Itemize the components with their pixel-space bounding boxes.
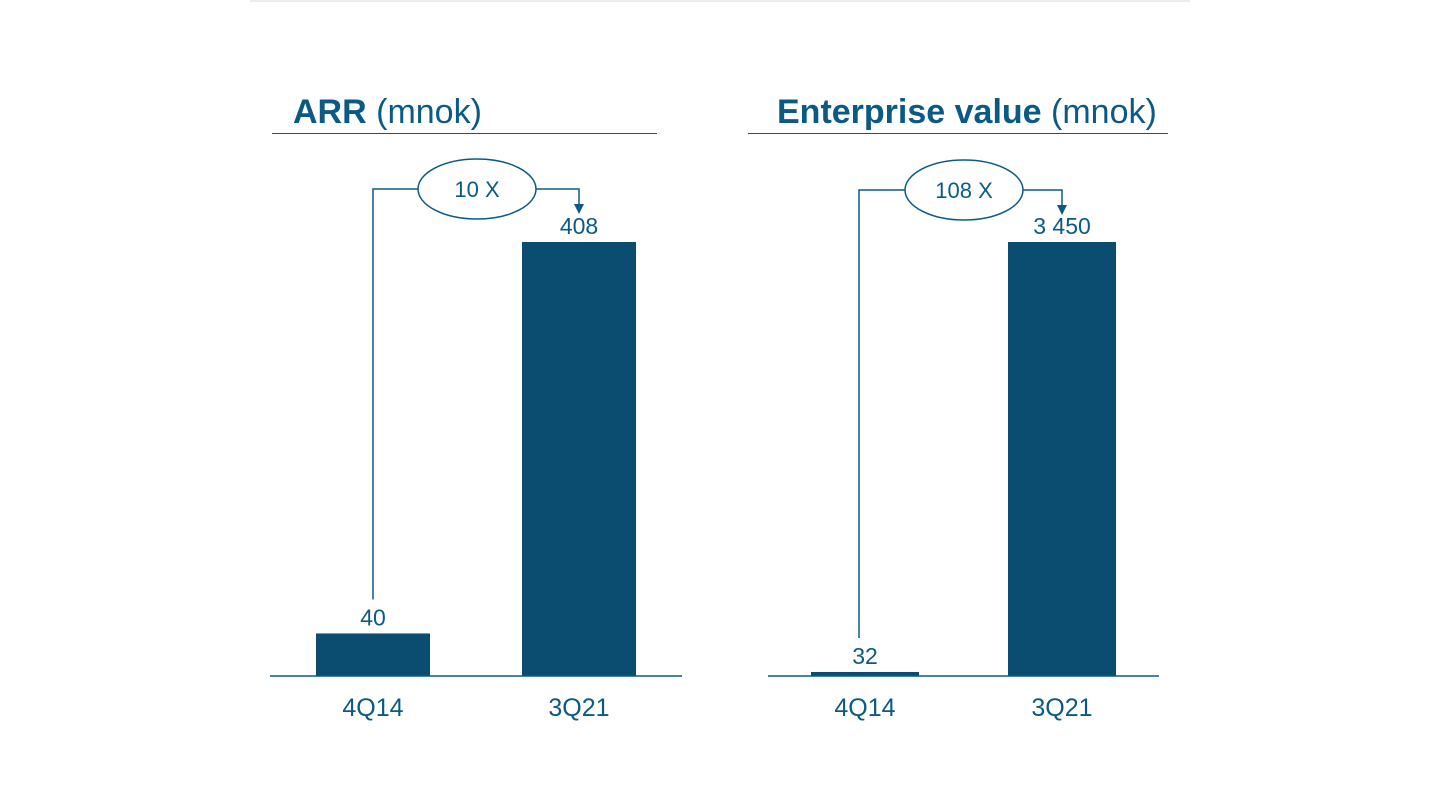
arr-title-main: ARR bbox=[293, 93, 367, 131]
ev-title-main: Enterprise value bbox=[777, 93, 1042, 131]
ev-growth-connector-left bbox=[858, 189, 905, 638]
arr-value-label-4q14: 40 bbox=[360, 604, 386, 630]
arr-value-label-3q21: 408 bbox=[560, 213, 598, 239]
ev-chart-title: Enterprise value (mnok) bbox=[777, 90, 1157, 134]
arr-category-label-3q21: 3Q21 bbox=[548, 694, 609, 722]
arr-growth-arrow bbox=[536, 188, 584, 214]
ev-value-label-4q14: 32 bbox=[852, 643, 878, 669]
ev-multiplier-label: 108 X bbox=[935, 178, 993, 203]
ev-bar-3q21 bbox=[1008, 242, 1116, 676]
ev-growth-arrow bbox=[1023, 189, 1067, 215]
arr-growth-connector-left bbox=[372, 188, 418, 600]
ev-category-label-4q14: 4Q14 bbox=[834, 694, 895, 722]
arr-bar-3q21 bbox=[522, 242, 636, 676]
ev-title-unit: (mnok) bbox=[1051, 93, 1157, 131]
arr-chart-title: ARR (mnok) bbox=[293, 90, 482, 134]
ev-title-rule bbox=[748, 133, 1168, 134]
ev-bar-4q14 bbox=[811, 671, 919, 676]
top-divider bbox=[250, 0, 1190, 2]
arr-category-label-4q14: 4Q14 bbox=[342, 694, 403, 722]
ev-value-label-3q21: 3 450 bbox=[1033, 213, 1091, 239]
arr-bar-4q14 bbox=[316, 633, 430, 676]
arr-title-unit: (mnok) bbox=[376, 93, 482, 131]
arr-multiplier-ellipse bbox=[417, 158, 537, 220]
ev-multiplier-ellipse bbox=[904, 159, 1024, 221]
arr-title-rule bbox=[272, 133, 657, 134]
ev-category-label-3q21: 3Q21 bbox=[1031, 694, 1092, 722]
arr-multiplier-label: 10 X bbox=[454, 177, 500, 202]
